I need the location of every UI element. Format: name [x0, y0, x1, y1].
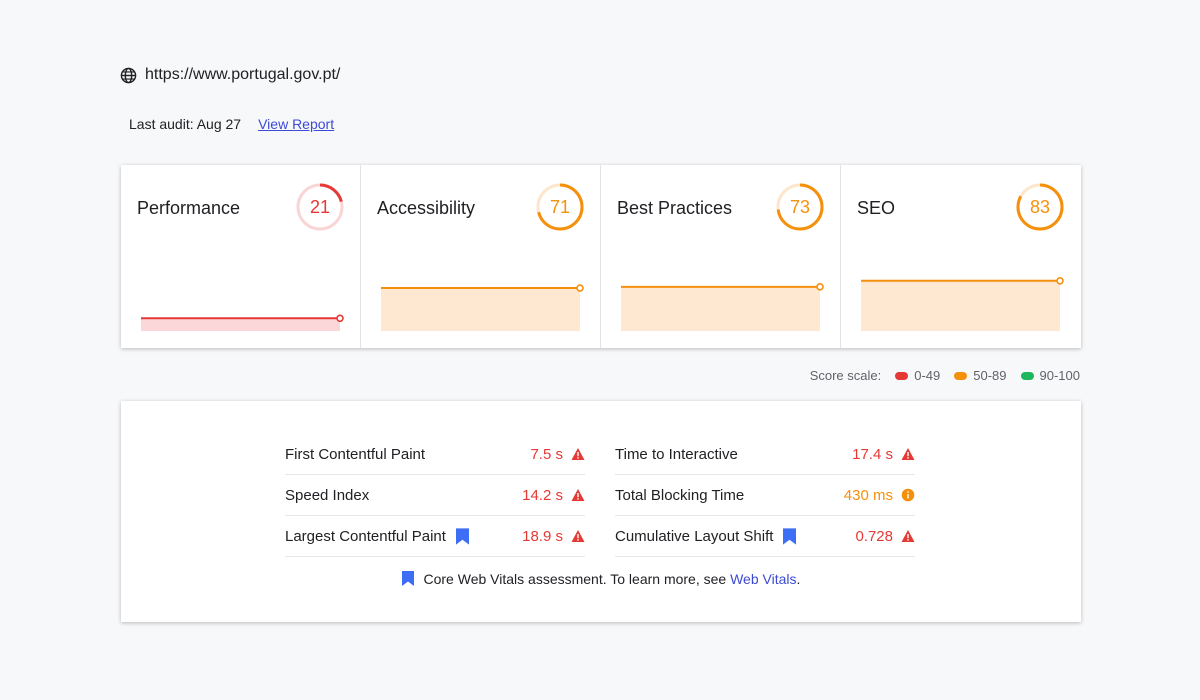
score-history-sparkline [861, 277, 1064, 331]
metric-label: Total Blocking Time [615, 486, 745, 504]
category-card[interactable]: SEO 83 [841, 165, 1081, 348]
score-scale-label: Score scale: [809, 368, 882, 383]
core-web-vitals-note: Core Web Vitals assessment. To learn mor… [121, 571, 1081, 587]
metric-row: First Contentful Paint 7.5 s [285, 434, 585, 475]
sparkline-endpoint [336, 314, 344, 323]
metric-value: 430 ms [843, 486, 893, 504]
score-gauge: 83 [1015, 182, 1065, 232]
score-value: 73 [789, 197, 811, 217]
scale-swatch [954, 371, 968, 380]
site-url-row: https://www.portugal.gov.pt/ [120, 66, 340, 84]
metric-label: Largest Contentful Paint [285, 527, 446, 545]
metric-row: Cumulative Layout Shift 0.728 [615, 516, 915, 557]
score-history-sparkline [381, 284, 584, 331]
sparkline-endpoint [576, 284, 584, 292]
score-arc [296, 183, 344, 231]
scale-range-label: 90-100 [1039, 368, 1080, 383]
score-arc [776, 183, 824, 231]
warning-triangle-icon [901, 448, 915, 460]
category-title: SEO [857, 198, 896, 218]
sparkline-area [861, 280, 1060, 331]
metrics-panel: First Contentful Paint 7.5 s Speed Index 14… [121, 401, 1081, 622]
score-gauge: 21 [295, 182, 345, 232]
bookmark-icon [455, 527, 469, 545]
metric-value: 0.728 [855, 527, 893, 545]
score-arc [536, 183, 584, 231]
metric-label: First Contentful Paint [285, 445, 426, 463]
metric-label: Speed Index [285, 486, 370, 504]
score-value: 21 [309, 197, 331, 217]
metric-value: 14.2 s [522, 486, 563, 504]
scale-range-label: 50-89 [973, 368, 1007, 383]
category-card[interactable]: Performance 21 [121, 165, 361, 348]
category-title: Accessibility [377, 198, 476, 218]
sparkline-endpoint [1056, 277, 1064, 285]
site-url: https://www.portugal.gov.pt/ [145, 66, 341, 83]
view-report-link[interactable]: View Report [258, 116, 335, 132]
metric-value: 7.5 s [530, 445, 563, 463]
metric-row: Time to Interactive 17.4 s [615, 434, 915, 475]
warning-triangle-icon [901, 530, 915, 542]
metric-value: 18.9 s [522, 527, 563, 545]
info-circle-icon [901, 488, 915, 502]
score-gauge: 71 [535, 182, 585, 232]
last-audit-label: Last audit: Aug 27 [129, 116, 242, 132]
scale-swatch [895, 371, 909, 380]
metric-label: Cumulative Layout Shift [615, 527, 774, 545]
footnote-end: . [796, 571, 801, 587]
warning-triangle-icon [571, 489, 585, 501]
score-history-sparkline [141, 314, 344, 331]
globe-icon [120, 67, 137, 84]
metrics-column-right: Time to Interactive 17.4 s Total Blocking … [615, 434, 915, 557]
web-vitals-link[interactable]: Web Vitals [730, 571, 797, 587]
score-gauge: 73 [775, 182, 825, 232]
score-scale-legend: Score scale: 0-49 50-89 90-100 [810, 368, 1080, 383]
score-value: 71 [549, 197, 571, 217]
metric-value: 17.4 s [852, 445, 893, 463]
sparkline-area [381, 288, 580, 331]
audit-row: Last audit: Aug 27 View Report [129, 116, 334, 132]
category-title: Best Practices [617, 198, 733, 218]
category-cards: Performance 21 Accessibility 71 Best Practic… [121, 165, 1081, 348]
warning-triangle-icon [571, 530, 585, 542]
category-card[interactable]: Best Practices 73 [601, 165, 841, 348]
sparkline-area [141, 318, 340, 331]
metric-row: Total Blocking Time 430 ms [615, 475, 915, 516]
category-title: Performance [137, 198, 241, 218]
footnote-text: Core Web Vitals assessment. To learn mor… [423, 571, 727, 587]
score-arc [1016, 183, 1064, 231]
scale-range-label: 0-49 [914, 368, 941, 383]
score-history-sparkline [621, 283, 824, 331]
category-card[interactable]: Accessibility 71 [361, 165, 601, 348]
score-value: 83 [1029, 197, 1051, 217]
metric-label: Time to Interactive [615, 445, 738, 463]
bookmark-icon [783, 527, 797, 545]
bookmark-icon [401, 571, 414, 586]
sparkline-endpoint [816, 283, 824, 291]
sparkline-area [621, 286, 820, 331]
scale-swatch [1020, 371, 1034, 380]
warning-triangle-icon [571, 448, 585, 460]
metric-row: Speed Index 14.2 s [285, 475, 585, 516]
metric-row: Largest Contentful Paint 18.9 s [285, 516, 585, 557]
metrics-column-left: First Contentful Paint 7.5 s Speed Index 14… [285, 434, 585, 557]
